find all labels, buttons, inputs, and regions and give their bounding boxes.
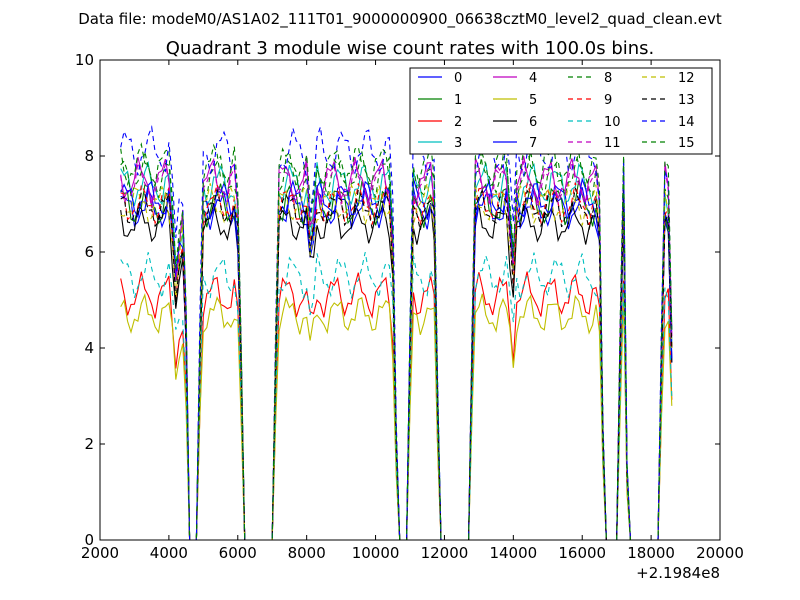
legend-label-14: 14 xyxy=(678,115,695,130)
x-tick-label: 12000 xyxy=(421,544,469,562)
plot-frame xyxy=(99,59,721,541)
x-tick-label: 14000 xyxy=(489,544,537,562)
x-tick-label: 2000 xyxy=(81,544,119,562)
legend-label-0: 0 xyxy=(454,71,462,86)
legend-label-9: 9 xyxy=(604,93,612,108)
x-tick-label: 20000 xyxy=(696,544,744,562)
series-line-9 xyxy=(120,181,673,541)
y-tick-label: 2 xyxy=(84,435,94,453)
series-line-12 xyxy=(120,183,673,541)
legend-label-3: 3 xyxy=(454,136,462,151)
x-tick-label: 18000 xyxy=(627,544,675,562)
x-tick-label: 4000 xyxy=(150,544,188,562)
series-line-15 xyxy=(120,142,673,541)
legend-label-12: 12 xyxy=(678,71,695,86)
series-line-13 xyxy=(120,187,673,541)
legend-label-7: 7 xyxy=(529,136,537,151)
legend-label-8: 8 xyxy=(604,71,612,86)
legend-label-1: 1 xyxy=(454,93,462,108)
series-line-10 xyxy=(120,252,673,541)
y-tick-label: 0 xyxy=(84,531,94,549)
series-layer xyxy=(120,124,673,541)
legend-label-2: 2 xyxy=(454,115,462,130)
x-tick-label: 6000 xyxy=(219,544,257,562)
chart-title: Quadrant 3 module wise count rates with … xyxy=(166,38,655,59)
x-offset-label: +2.1984e8 xyxy=(636,564,720,582)
x-tick-label: 8000 xyxy=(288,544,326,562)
legend-label-11: 11 xyxy=(604,136,621,151)
y-tick-label: 8 xyxy=(84,147,94,165)
y-tick-label: 6 xyxy=(84,243,94,261)
legend-label-4: 4 xyxy=(529,71,537,86)
x-tick-label: 10000 xyxy=(352,544,400,562)
legend-label-10: 10 xyxy=(604,115,621,130)
legend-label-13: 13 xyxy=(678,93,695,108)
legend-box xyxy=(409,67,713,155)
legend-label-6: 6 xyxy=(529,115,537,130)
x-tick-label: 16000 xyxy=(558,544,606,562)
y-tick-label: 4 xyxy=(84,339,94,357)
legend-label-5: 5 xyxy=(529,93,537,108)
y-tick-label: 10 xyxy=(75,51,94,69)
legend-label-15: 15 xyxy=(678,136,695,151)
axis-ticks: 2000 4000 6000 8000 10000 12000 14000 16000 1800… xyxy=(75,51,744,562)
data-file-label: Data file: modeM0/AS1A02_111T01_90000009… xyxy=(78,10,722,29)
